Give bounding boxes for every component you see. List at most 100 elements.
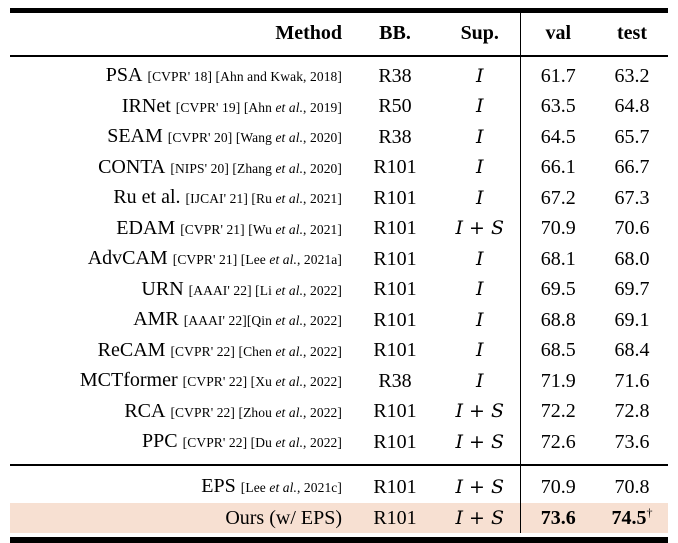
method-cell: MCTformer [CVPR' 22] [Xu et al., 2022] xyxy=(10,366,350,397)
backbone-cell: R50 xyxy=(378,95,412,117)
table-row: EPS [Lee et al., 2021c] R101 I + S 70.9 70.8 xyxy=(10,464,668,503)
supervision-symbol: I + S xyxy=(455,400,505,422)
val-score-cell: 70.9 xyxy=(519,213,596,244)
col-header-test: test xyxy=(596,13,668,57)
test-score-cell: 74.5† xyxy=(611,504,653,529)
col-header-supervision: Sup. xyxy=(440,13,520,57)
backbone-cell: R101 xyxy=(350,427,440,466)
method-citation: [IJCAI' 21] [Ru et al., 2021] xyxy=(185,191,342,206)
supervision-cell: I + S xyxy=(440,214,520,245)
backbone-cell: R101 xyxy=(373,186,417,209)
test-score-cell: 67.3 xyxy=(614,186,650,209)
col-header-val: val xyxy=(519,13,596,57)
method-cell: ReCAM [CVPR' 22] [Chen et al., 2022] xyxy=(10,336,350,367)
method-name: CONTA xyxy=(98,155,166,178)
supervision-symbol: I xyxy=(475,95,484,117)
supervision-symbol: I xyxy=(475,186,484,209)
backbone-cell: R101 xyxy=(373,475,417,498)
supervision-cell: I xyxy=(440,244,520,275)
backbone-cell: R101 xyxy=(373,247,417,270)
method-citation: [AAAI' 22][Qin et al., 2022] xyxy=(183,313,342,328)
supervision-cell: I + S xyxy=(440,503,520,533)
test-score-cell: 69.7 xyxy=(614,278,650,300)
table-row: AMR [AAAI' 22][Qin et al., 2022] R101 I 68.8… xyxy=(10,305,668,336)
backbone-cell: R101 xyxy=(373,217,417,239)
method-citation: [AAAI' 22] [Li et al., 2022] xyxy=(188,282,342,298)
supervision-cell: I xyxy=(440,275,520,306)
test-score-cell: 70.8 xyxy=(614,475,650,498)
supervision-symbol: I xyxy=(475,369,484,392)
method-name: EDAM xyxy=(116,216,176,239)
supervision-cell: I xyxy=(440,92,520,123)
val-score-cell: 68.1 xyxy=(519,244,596,275)
method-citation: [NIPS' 20] [Zhang et al., 2020] xyxy=(170,160,342,176)
method-citation: [CVPR' 20] [Wang et al., 2020] xyxy=(167,130,342,145)
backbone-cell: R101 xyxy=(373,308,417,331)
method-citation: [CVPR' 21] [Lee et al., 2021a] xyxy=(172,252,342,267)
supervision-cell: I xyxy=(440,183,520,214)
val-score-cell: 72.6 xyxy=(519,427,596,466)
test-score-cell: 63.2 xyxy=(614,64,650,87)
backbone-cell: R101 xyxy=(373,278,417,300)
table-row: URN [AAAI' 22] [Li et al., 2022] R101 I 69.5… xyxy=(10,274,668,306)
method-citation: [CVPR' 22] [Chen et al., 2022] xyxy=(170,343,342,359)
test-score-cell: 69.1 xyxy=(614,308,650,331)
supervision-cell: I xyxy=(440,122,520,153)
method-name: Ours (w/ EPS) xyxy=(225,506,342,529)
table-row: ReCAM [CVPR' 22] [Chen et al., 2022] R101 I… xyxy=(10,335,668,367)
test-score-cell: 71.6 xyxy=(614,369,650,392)
test-score-cell: 66.7 xyxy=(614,156,650,178)
supervision-cell: I + S xyxy=(440,427,520,466)
table-row: RCA [CVPR' 22] [Zhou et al., 2022] R101 I +… xyxy=(10,396,668,427)
val-score-cell: 73.6 xyxy=(519,502,596,533)
method-name: EPS xyxy=(201,474,236,497)
results-table: Method BB. Sup. val test PSA [CVPR' 18] [… xyxy=(10,13,668,533)
backbone-cell: R101 xyxy=(373,400,417,422)
test-score-cell: 72.8 xyxy=(614,400,650,422)
supervision-cell: I xyxy=(440,153,520,184)
val-score-cell: 72.2 xyxy=(519,396,596,427)
method-citation: [Lee et al., 2021c] xyxy=(240,479,342,495)
table-bottom-rule xyxy=(10,536,668,543)
dagger-mark: † xyxy=(646,504,653,519)
test-score-cell: 73.6 xyxy=(596,427,668,466)
method-name: PSA xyxy=(105,64,143,86)
val-score-cell: 68.8 xyxy=(519,305,596,336)
method-citation: [CVPR' 22] [Du et al., 2022] xyxy=(182,435,342,450)
method-cell: Ru et al. [IJCAI' 21] [Ru et al., 2021] xyxy=(10,183,350,214)
val-score-cell: 70.9 xyxy=(519,464,596,503)
method-name: URN xyxy=(141,277,184,300)
supervision-cell: I + S xyxy=(440,465,520,503)
supervision-symbol: I xyxy=(475,125,484,148)
col-header-backbone: BB. xyxy=(350,13,440,57)
supervision-cell: I xyxy=(440,366,520,397)
method-name: IRNet xyxy=(121,94,171,117)
backbone-cell: R101 xyxy=(373,339,417,361)
val-score-cell: 69.5 xyxy=(519,274,596,305)
method-cell: Ours (w/ EPS) xyxy=(10,503,350,533)
backbone-cell: R38 xyxy=(378,125,412,148)
ours-row: Ours (w/ EPS) R101 I + S 73.6 74.5† xyxy=(10,502,668,533)
method-cell: EPS [Lee et al., 2021c] xyxy=(10,465,350,503)
table-row: PPC [CVPR' 22] [Du et al., 2022] R101 I + S… xyxy=(10,427,668,466)
table-row: SEAM [CVPR' 20] [Wang et al., 2020] R38 I 64… xyxy=(10,122,668,153)
table-row: Ru et al. [IJCAI' 21] [Ru et al., 2021] R1… xyxy=(10,183,668,214)
method-cell: PSA [CVPR' 18] [Ahn and Kwak, 2018] xyxy=(10,56,350,92)
method-cell: IRNet [CVPR' 19] [Ahn et al., 2019] xyxy=(10,92,350,123)
val-score-cell: 67.2 xyxy=(519,183,596,214)
val-score-cell: 68.5 xyxy=(519,335,596,366)
supervision-symbol: I xyxy=(475,339,484,361)
table-row: CONTA [NIPS' 20] [Zhang et al., 2020] R101… xyxy=(10,152,668,184)
supervision-cell: I xyxy=(440,305,520,336)
supervision-symbol: I + S xyxy=(455,217,505,239)
table-row: IRNet [CVPR' 19] [Ahn et al., 2019] R50 I 63… xyxy=(10,91,668,123)
table-row: MCTformer [CVPR' 22] [Xu et al., 2022] R38… xyxy=(10,366,668,397)
method-citation: [CVPR' 21] [Wu et al., 2021] xyxy=(180,221,342,237)
test-score-cell: 65.7 xyxy=(614,125,650,148)
method-name: MCTformer xyxy=(79,369,178,391)
table-row: EDAM [CVPR' 21] [Wu et al., 2021] R101 I + … xyxy=(10,213,668,245)
method-citation: [CVPR' 18] [Ahn and Kwak, 2018] xyxy=(147,69,342,84)
val-score-cell: 64.5 xyxy=(519,122,596,153)
supervision-symbol: I + S xyxy=(455,506,505,529)
test-score-cell: 70.6 xyxy=(614,217,650,239)
